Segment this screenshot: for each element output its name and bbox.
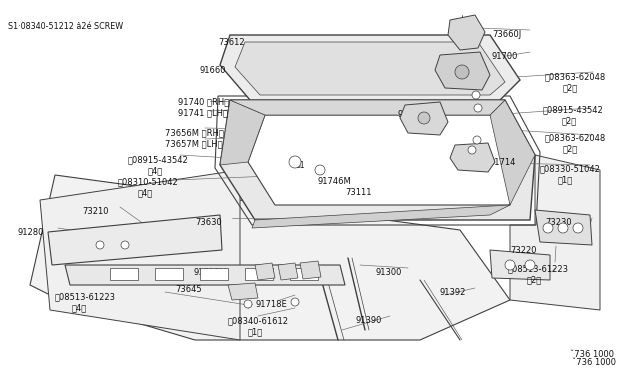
Text: 91718E: 91718E — [255, 300, 287, 309]
Text: 73210: 73210 — [82, 207, 109, 216]
Circle shape — [315, 165, 325, 175]
Polygon shape — [535, 210, 592, 245]
Polygon shape — [235, 42, 505, 95]
Text: 91300: 91300 — [375, 268, 401, 277]
Text: 1、: 1、 — [248, 327, 263, 336]
Bar — [290, 268, 318, 280]
Text: S1·08340-51212 â2é SCREW: S1·08340-51212 â2é SCREW — [8, 22, 123, 31]
Text: 4、: 4、 — [138, 188, 153, 197]
Text: S1: S1 — [295, 161, 305, 170]
Bar — [110, 268, 138, 280]
Polygon shape — [228, 283, 258, 300]
Polygon shape — [65, 265, 345, 285]
Text: 2、: 2、 — [563, 83, 579, 92]
Text: Ⓝ08363-62048: Ⓝ08363-62048 — [545, 133, 606, 142]
Circle shape — [525, 260, 535, 270]
Text: 91740 〈RH〉: 91740 〈RH〉 — [178, 97, 229, 106]
Polygon shape — [435, 52, 490, 90]
Circle shape — [472, 91, 480, 99]
Circle shape — [473, 136, 481, 144]
Circle shape — [418, 112, 430, 124]
Text: 91718M: 91718M — [193, 268, 227, 277]
Polygon shape — [220, 35, 520, 100]
Circle shape — [121, 241, 129, 249]
Circle shape — [474, 104, 482, 112]
Text: 73230: 73230 — [545, 218, 572, 227]
Polygon shape — [300, 261, 321, 279]
Text: 91746M: 91746M — [317, 177, 351, 186]
Circle shape — [96, 241, 104, 249]
Polygon shape — [510, 155, 600, 310]
Text: 2、: 2、 — [563, 144, 579, 153]
Text: 91280: 91280 — [18, 228, 44, 237]
Text: 4、: 4、 — [72, 303, 87, 312]
Text: 91741 〈LH〉: 91741 〈LH〉 — [178, 108, 228, 117]
Text: 73660J: 73660J — [492, 30, 521, 39]
Circle shape — [543, 223, 553, 233]
Polygon shape — [220, 100, 535, 220]
Polygon shape — [400, 102, 448, 135]
Text: 73612: 73612 — [218, 38, 244, 47]
Text: Ⓝ08340-61612: Ⓝ08340-61612 — [228, 316, 289, 325]
Text: 73657M 〈LH〉: 73657M 〈LH〉 — [165, 139, 223, 148]
Text: 1、: 1、 — [558, 175, 573, 184]
Text: 73645: 73645 — [175, 285, 202, 294]
Bar — [155, 268, 183, 280]
Text: ⓜ08915-43542: ⓜ08915-43542 — [543, 105, 604, 114]
Polygon shape — [490, 100, 535, 205]
Polygon shape — [450, 143, 495, 172]
Polygon shape — [255, 263, 275, 280]
Text: 2、: 2、 — [562, 116, 577, 125]
Text: 91710: 91710 — [397, 110, 424, 119]
Circle shape — [468, 146, 476, 154]
Text: 73111: 73111 — [345, 188, 371, 197]
Polygon shape — [248, 115, 515, 205]
Circle shape — [573, 223, 583, 233]
Circle shape — [558, 223, 568, 233]
Polygon shape — [448, 15, 485, 50]
Text: 91660: 91660 — [200, 66, 227, 75]
Polygon shape — [220, 100, 265, 165]
Bar — [245, 268, 273, 280]
Text: ˇ736 1000: ˇ736 1000 — [570, 350, 614, 359]
Text: Ⓝ08310-51042: Ⓝ08310-51042 — [118, 177, 179, 186]
Text: 2、: 2、 — [527, 275, 542, 284]
Text: Ⓝ08330-51042: Ⓝ08330-51042 — [540, 164, 601, 173]
Circle shape — [244, 300, 252, 308]
Text: 73656M 〈RH〉: 73656M 〈RH〉 — [165, 128, 224, 137]
Circle shape — [455, 65, 469, 79]
Bar — [200, 268, 228, 280]
Text: 4、: 4、 — [148, 166, 163, 175]
Text: 91392: 91392 — [440, 288, 467, 297]
Polygon shape — [48, 215, 222, 265]
Circle shape — [505, 260, 515, 270]
Text: Ⓝ08513-61223: Ⓝ08513-61223 — [508, 264, 569, 273]
Circle shape — [289, 156, 301, 168]
Polygon shape — [230, 100, 505, 115]
Polygon shape — [252, 205, 510, 228]
Text: Ⓝ08513-61223: Ⓝ08513-61223 — [55, 292, 116, 301]
Text: 91714: 91714 — [490, 158, 516, 167]
Polygon shape — [30, 175, 510, 340]
Text: Ⓝ08363-62048: Ⓝ08363-62048 — [545, 72, 606, 81]
Polygon shape — [40, 170, 240, 340]
Text: 73630: 73630 — [195, 218, 221, 227]
Polygon shape — [278, 263, 298, 280]
Text: ⓜ08915-43542: ⓜ08915-43542 — [128, 155, 189, 164]
Text: 73220: 73220 — [510, 246, 536, 255]
Polygon shape — [490, 250, 550, 280]
Text: ˇ736 1000: ˇ736 1000 — [572, 358, 616, 367]
Circle shape — [291, 298, 299, 306]
Text: 91700: 91700 — [492, 52, 518, 61]
Text: 91390: 91390 — [355, 316, 381, 325]
